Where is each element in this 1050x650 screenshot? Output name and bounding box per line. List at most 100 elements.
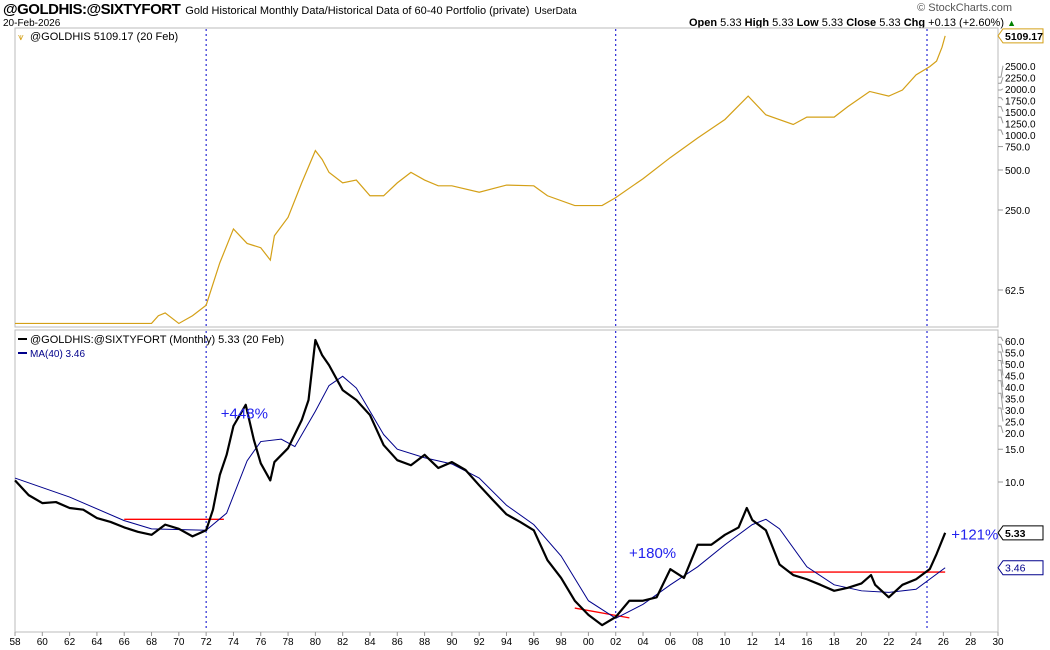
y-tick-label-top: 1000.0 [1005, 131, 1036, 142]
y-tick-top [998, 106, 1004, 112]
x-tick-label: 58 [9, 637, 21, 648]
high-value: 5.33 [772, 17, 794, 29]
y-tick-label-top: 750.0 [1005, 143, 1030, 154]
percent-annotation: +180% [629, 545, 676, 562]
x-tick-label: 12 [747, 637, 759, 648]
x-tick-label: 82 [337, 637, 349, 648]
x-tick-label: 64 [91, 637, 103, 648]
up-arrow-icon: ▲ [1007, 18, 1016, 28]
y-tick-bottom [998, 407, 1004, 422]
x-tick-label: 22 [883, 637, 895, 648]
x-tick-label: 96 [528, 637, 540, 648]
y-tick-top [998, 129, 1004, 135]
x-tick-label: 10 [719, 637, 731, 648]
y-tick-bottom [998, 336, 1004, 342]
x-tick-label: 74 [228, 637, 240, 648]
y-tick-bottom [998, 392, 1004, 411]
x-tick-label: 14 [774, 637, 786, 648]
close-label: Close [846, 17, 877, 29]
y-tick-label-top: 1500.0 [1005, 108, 1036, 119]
gold-last-value-tag-box [997, 28, 1044, 44]
y-tick-label-bottom: 10.0 [1005, 478, 1025, 489]
x-tick-label: 30 [992, 637, 1004, 648]
x-tick-label: 70 [173, 637, 185, 648]
x-tick-label: 24 [911, 637, 923, 648]
open-value: 5.33 [720, 17, 742, 29]
x-tick-label: 60 [37, 637, 49, 648]
x-tick-label: 90 [446, 637, 458, 648]
x-tick-label: 02 [610, 637, 622, 648]
y-tick-label-top: 2250.0 [1005, 73, 1036, 84]
y-tick-top [998, 65, 1004, 78]
x-tick-label: 18 [829, 637, 841, 648]
symbol-title: @GOLDHIS:@SIXTYFORT [3, 1, 181, 18]
x-tick-label: 08 [692, 637, 704, 648]
x-tick-label: 72 [201, 637, 213, 648]
x-tick-label: 06 [665, 637, 677, 648]
x-tick-label: 68 [146, 637, 158, 648]
y-tick-label-bottom: 40.0 [1005, 383, 1025, 394]
y-tick-label-bottom: 20.0 [1005, 429, 1025, 440]
chart-date: 20-Feb-2026 [3, 18, 61, 29]
watermark: © StockCharts.com [917, 2, 1012, 14]
y-tick-label-bottom: 15.0 [1005, 445, 1025, 456]
ma-last-value-tag: 3.46 [1005, 563, 1026, 575]
low-value: 5.33 [821, 17, 844, 29]
y-tick-label-top: 2500.0 [1005, 62, 1036, 73]
y-tick-bottom [998, 360, 1004, 376]
chg-value: +0.13 (+2.60%) [928, 17, 1005, 29]
y-tick-bottom [998, 351, 1004, 365]
x-tick-label: 84 [364, 637, 376, 648]
y-tick-label-top: 62.5 [1005, 286, 1025, 297]
gold-last-value-tag: 5109.17 [1005, 31, 1043, 43]
ohlc-readout: Open 5.33 High 5.33 Low 5.33 Close 5.33 … [689, 17, 1016, 29]
y-tick-label-top: 250.0 [1005, 206, 1030, 217]
chart-description: Gold Historical Monthly Data/Historical … [185, 5, 530, 17]
x-tick-label: 16 [801, 637, 813, 648]
x-tick-label: 62 [64, 637, 76, 648]
y-tick-label-top: 500.0 [1005, 166, 1030, 177]
high-label: High [744, 17, 770, 29]
top-panel-frame [14, 27, 999, 328]
x-tick-label: 76 [255, 637, 267, 648]
y-tick-label-top: 1750.0 [1005, 96, 1036, 107]
ratio-legend: @GOLDHIS:@SIXTYFORT (Monthly) 5.33 (20 F… [30, 334, 284, 346]
y-tick-top [998, 97, 1004, 101]
x-tick-label: 88 [419, 637, 431, 648]
x-tick-label: 92 [474, 637, 486, 648]
title-row: @GOLDHIS:@SIXTYFORT Gold Historical Mont… [3, 1, 577, 18]
percent-annotation: +448% [221, 405, 268, 422]
x-tick-label: 98 [556, 637, 568, 648]
y-tick-label-top: 1250.0 [1005, 119, 1036, 130]
x-tick-label: 28 [965, 637, 977, 648]
ma40-line [14, 375, 946, 619]
ma-legend: MA(40) 3.46 [30, 349, 85, 360]
y-tick-label-bottom: 25.0 [1005, 418, 1025, 429]
y-tick-label-bottom: 45.0 [1005, 372, 1025, 383]
open-label: Open [688, 17, 718, 29]
chg-label: Chg [903, 17, 926, 29]
close-value: 5.33 [879, 17, 901, 29]
gold-legend-icon: ⩛ [18, 32, 24, 43]
y-tick-top [998, 88, 1004, 91]
x-tick-label: 00 [583, 637, 595, 648]
ratio-last-value-tag-box [997, 525, 1044, 541]
y-tick-bottom [998, 425, 1004, 434]
gold-legend: @GOLDHIS 5109.17 (20 Feb) [30, 31, 178, 43]
x-tick-label: 86 [392, 637, 404, 648]
y-tick-label-bottom: 55.0 [1005, 349, 1025, 360]
y-tick-top [998, 116, 1004, 124]
gold-price-line [15, 35, 946, 325]
y-tick-label-bottom: 35.0 [1005, 395, 1025, 406]
x-tick-label: 20 [856, 637, 868, 648]
low-label: Low [796, 17, 819, 29]
x-tick-label: 66 [119, 637, 131, 648]
y-tick-label-bottom: 50.0 [1005, 360, 1025, 371]
x-tick-label: 26 [938, 637, 950, 648]
y-tick-bottom [998, 343, 1004, 353]
x-tick-label: 80 [310, 637, 322, 648]
x-tick-label: 94 [501, 637, 513, 648]
ratio-last-value-tag: 5.33 [1005, 528, 1026, 540]
